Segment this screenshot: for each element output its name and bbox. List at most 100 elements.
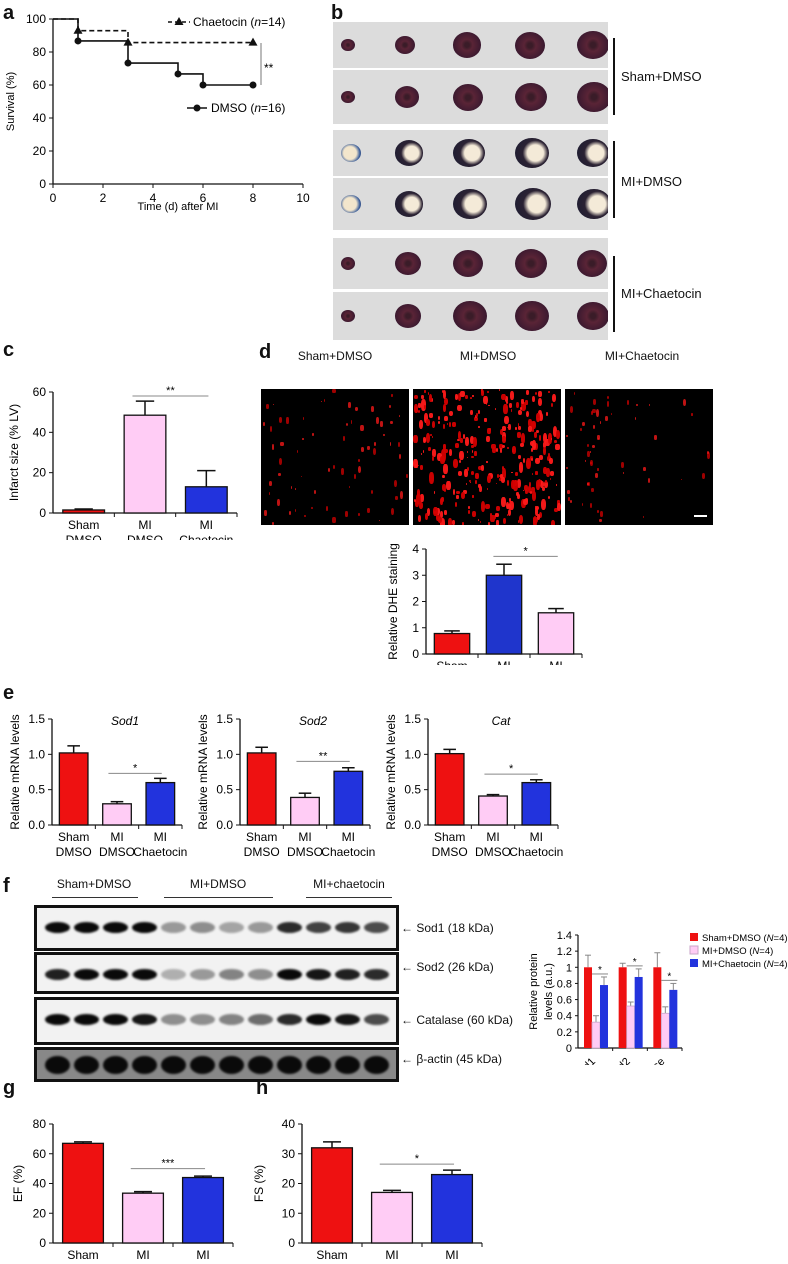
svg-text:MI: MI — [196, 1248, 209, 1262]
svg-text:0.2: 0.2 — [557, 1027, 572, 1039]
svg-text:4: 4 — [412, 542, 419, 556]
protein-band — [103, 1014, 128, 1025]
heart-slice — [341, 90, 355, 104]
svg-text:Chaetocin: Chaetocin — [509, 845, 563, 859]
protein-band — [103, 969, 128, 980]
heart-slice — [395, 251, 421, 276]
heart-slice — [453, 300, 487, 332]
protein-band — [74, 922, 99, 933]
panel-label-g: g — [3, 1077, 16, 1099]
svg-text:60: 60 — [33, 1147, 47, 1161]
svg-text:60: 60 — [33, 78, 47, 92]
heart-slice — [341, 195, 361, 213]
svg-text:1.0: 1.0 — [216, 747, 233, 761]
svg-text:Relative DHE staining: Relative DHE staining — [386, 543, 400, 660]
svg-text:Time (d) after MI: Time (d) after MI — [138, 201, 219, 213]
panel-label-d: d — [259, 341, 272, 363]
blot-label-catalase: Catalase (60 kDa) — [416, 1013, 514, 1027]
svg-text:DMSO (n=16): DMSO (n=16) — [211, 101, 285, 115]
svg-text:20: 20 — [33, 466, 47, 480]
heart-slice — [341, 38, 355, 52]
svg-text:MI: MI — [530, 830, 543, 844]
blot-group-line-mi-dmso — [164, 897, 273, 898]
protein-band — [277, 922, 302, 933]
protein-band — [364, 922, 389, 933]
heart-slice — [453, 138, 485, 168]
heart-slice — [515, 249, 547, 278]
svg-text:1.0: 1.0 — [28, 747, 45, 761]
svg-text:40: 40 — [33, 111, 47, 125]
svg-text:MI: MI — [298, 830, 311, 844]
svg-text:Chaetocin: Chaetocin — [321, 845, 375, 859]
svg-text:100: 100 — [26, 12, 46, 26]
svg-text:0.6: 0.6 — [557, 995, 572, 1007]
protein-band — [132, 969, 157, 980]
heart-slice — [341, 144, 361, 162]
svg-text:0.0: 0.0 — [216, 818, 233, 832]
svg-text:Relative mRNA levels: Relative mRNA levels — [8, 714, 22, 829]
blot-label-sod2: Sod2 (26 kDa) — [416, 960, 494, 974]
svg-text:MI: MI — [154, 830, 167, 844]
protein-band — [335, 969, 360, 980]
heart-slice — [341, 257, 355, 270]
group-bracket-sham — [613, 38, 615, 115]
protein-band — [306, 922, 331, 933]
heart-slice — [577, 301, 608, 331]
svg-text:20: 20 — [33, 1206, 47, 1220]
svg-text:Chaetocin: Chaetocin — [179, 533, 233, 540]
svg-text:6: 6 — [200, 191, 207, 205]
heart-slice-strip — [333, 22, 608, 68]
svg-text:MI: MI — [136, 1248, 149, 1262]
heart-slice-strip — [333, 238, 608, 289]
svg-text:Relative mRNA levels: Relative mRNA levels — [196, 714, 210, 829]
sod2-mrna-chart: 0.00.51.01.5ShamDMSOMIDMSOMIChaetocin**S… — [196, 712, 375, 859]
heart-slice — [453, 250, 483, 277]
heart-slice — [577, 30, 608, 60]
protein-band — [306, 1056, 331, 1074]
svg-text:Sham: Sham — [316, 1248, 347, 1262]
protein-band — [103, 922, 128, 933]
heart-slice-strip — [333, 178, 608, 230]
protein-band — [219, 1014, 244, 1025]
blot-catalase — [34, 997, 399, 1045]
svg-text:2: 2 — [412, 595, 419, 609]
svg-text:Relative protein: Relative protein — [528, 953, 540, 1029]
svg-text:1.2: 1.2 — [557, 946, 572, 958]
svg-text:Relative mRNA levels: Relative mRNA levels — [384, 714, 398, 829]
svg-text:Sod2: Sod2 — [299, 714, 327, 728]
svg-text:MI: MI — [385, 1248, 398, 1262]
dhe-title-sham: Sham+DMSO — [297, 349, 373, 363]
protein-band — [132, 1014, 157, 1025]
heart-slice — [395, 36, 415, 54]
svg-text:0.4: 0.4 — [557, 1011, 572, 1023]
arrow-icon: ← — [401, 960, 413, 974]
protein-band — [248, 1014, 273, 1025]
svg-text:0: 0 — [288, 1236, 295, 1250]
protein-band — [306, 1014, 331, 1025]
svg-text:1.5: 1.5 — [28, 712, 45, 726]
heart-slice — [577, 138, 608, 168]
heart-slice — [453, 83, 483, 111]
heart-slice — [515, 187, 551, 221]
svg-text:EF (%): EF (%) — [11, 1165, 25, 1202]
svg-text:Sod1: Sod1 — [571, 1056, 598, 1065]
svg-text:MI: MI — [486, 830, 499, 844]
group-bracket-mi-dmso — [613, 141, 615, 218]
svg-text:3: 3 — [412, 568, 419, 582]
svg-text:DMSO: DMSO — [127, 533, 163, 540]
svg-text:0.5: 0.5 — [404, 783, 421, 797]
protein-band — [103, 1056, 128, 1074]
dhe-image-sham — [261, 389, 409, 525]
protein-band — [161, 1014, 186, 1025]
heart-slice — [515, 137, 549, 169]
protein-band — [335, 922, 360, 933]
blot-sod1 — [34, 905, 399, 951]
svg-text:2: 2 — [100, 191, 107, 205]
svg-text:1.5: 1.5 — [404, 712, 421, 726]
heart-slice — [395, 304, 421, 328]
svg-text:*: * — [633, 957, 637, 968]
svg-text:Infarct size (% LV): Infarct size (% LV) — [7, 404, 21, 501]
protein-band — [161, 969, 186, 980]
group-label-mi-dmso: MI+DMSO — [621, 174, 683, 189]
